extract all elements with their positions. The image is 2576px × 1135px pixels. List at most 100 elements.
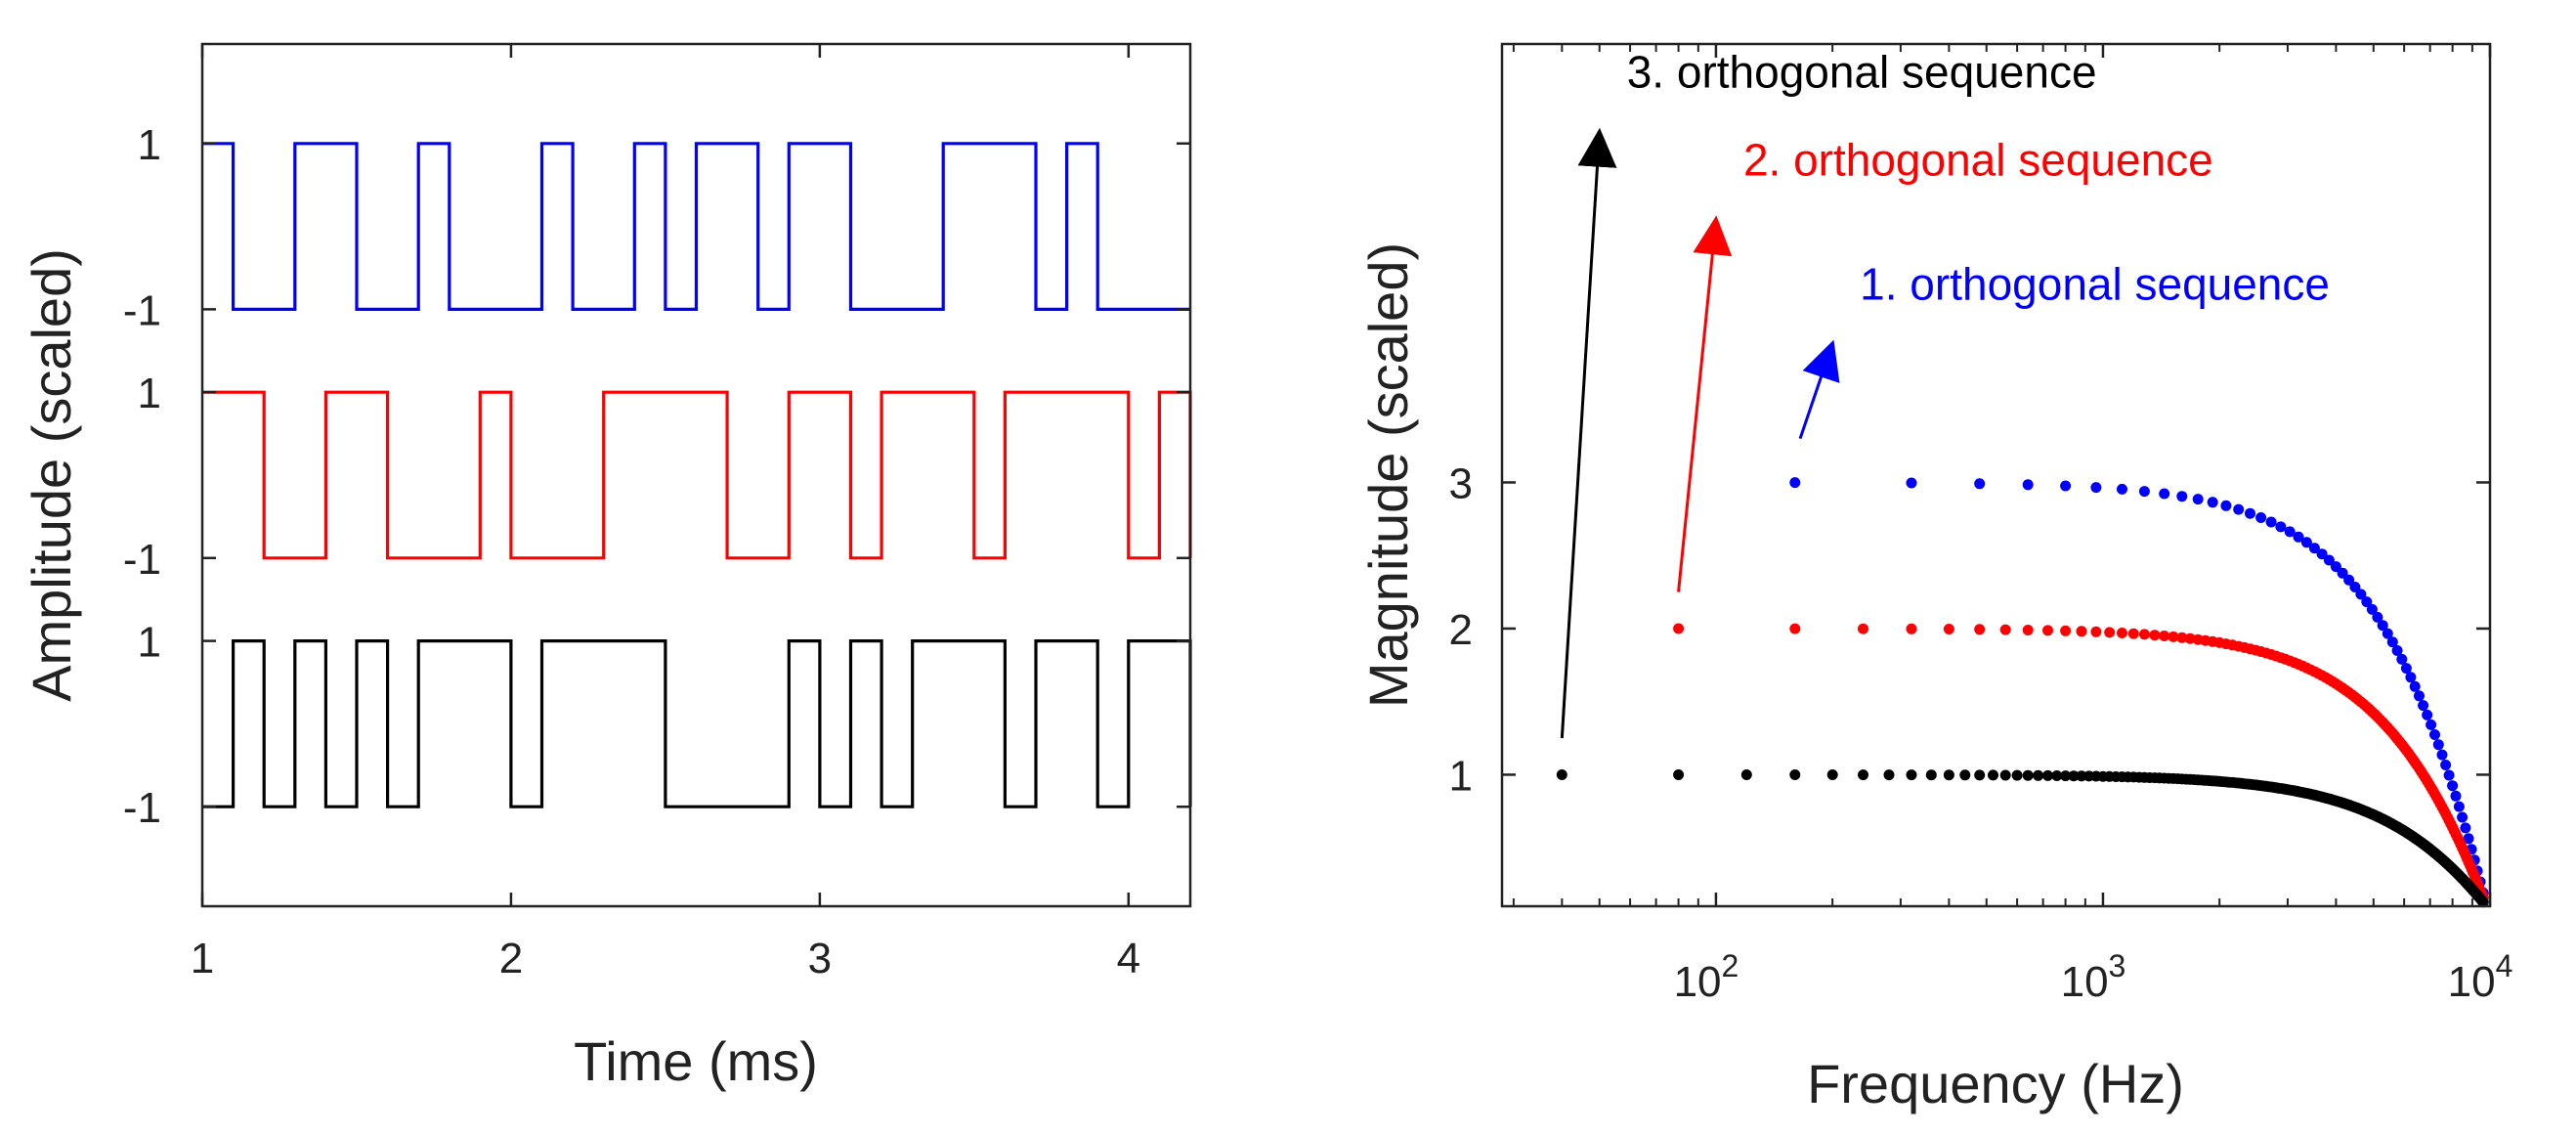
spectrum-point xyxy=(2477,896,2489,908)
waveform-sequence-1 xyxy=(202,142,1190,311)
spectrum-point xyxy=(2418,700,2429,712)
frequency-x-tick-label: 102 xyxy=(1674,948,1739,1006)
spectrum-point xyxy=(2076,770,2087,782)
spectrum-point xyxy=(2168,631,2179,642)
spectrum-point xyxy=(1673,769,1685,780)
time-x-ticks: 1 2 3 4 xyxy=(191,44,1140,982)
spectrum-point xyxy=(2366,603,2378,615)
spectrum-point xyxy=(2432,739,2444,751)
spectrum-point xyxy=(1789,477,1801,489)
spectrum-point xyxy=(2377,620,2388,632)
spectrum-sequence-3 xyxy=(1556,769,2489,908)
spectrum-point xyxy=(1974,478,1986,490)
frequency-y-tick-label: 2 xyxy=(1449,606,1473,654)
spectrum-point xyxy=(2300,537,2312,548)
spectrum-point xyxy=(1988,769,1998,781)
frequency-y-axis-label: Magnitude (scaled) xyxy=(1357,242,1419,708)
spectrum-point xyxy=(1974,769,1986,781)
spectrum-point xyxy=(2255,512,2267,523)
frequency-y-tick-label: 1 xyxy=(1449,752,1473,800)
spectrum-point xyxy=(2391,645,2403,656)
spectrum-point xyxy=(1740,769,1752,780)
annotation-label-3: 3. orthogonal sequence xyxy=(1627,47,2097,98)
spectrum-point xyxy=(2042,769,2053,781)
spectrum-point xyxy=(2343,574,2355,586)
frequency-plot-axes-box xyxy=(1500,42,2492,908)
time-y-tick-label: -1 xyxy=(123,286,161,334)
spectrum-point xyxy=(2284,526,2296,538)
spectrum-point xyxy=(1999,769,2011,781)
spectrum-point xyxy=(1858,769,1868,781)
spectrum-point xyxy=(2429,729,2440,740)
time-y-tick-label: 1 xyxy=(138,121,161,169)
time-y-tick-label: 1 xyxy=(138,619,161,667)
spectrum-point xyxy=(1925,769,1937,781)
spectrum-point xyxy=(2159,631,2170,641)
spectrum-point xyxy=(1673,623,1685,634)
annotation-arrow-2 xyxy=(1677,215,1733,592)
time-y-ticks: 1 -1 1 -1 1 -1 xyxy=(123,121,1190,832)
spectrum-point xyxy=(2159,488,2170,500)
frequency-y-tick-label: 3 xyxy=(1449,459,1473,507)
spectrum-point xyxy=(2426,719,2437,730)
frequency-x-axis-label: Frequency (Hz) xyxy=(1807,1053,2184,1114)
spectrum-point xyxy=(2460,822,2471,834)
time-series-group xyxy=(202,142,1192,808)
spectrum-point xyxy=(2443,769,2455,781)
spectrum-point xyxy=(1943,624,1954,634)
spectrum-point xyxy=(1906,769,1917,781)
waveform-sequence-3 xyxy=(202,639,1192,808)
time-x-axis-label: Time (ms) xyxy=(574,1030,818,1092)
spectrum-point xyxy=(2233,503,2245,515)
spectrum-point xyxy=(2422,709,2433,720)
spectrum-point xyxy=(2405,672,2417,683)
spectrum-point xyxy=(2060,770,2072,782)
spectrum-point xyxy=(2414,690,2425,702)
spectrum-point xyxy=(1974,624,1986,635)
spectrum-point xyxy=(2349,582,2361,592)
spectrum-point xyxy=(2138,629,2150,640)
spectrum-point xyxy=(2409,680,2421,692)
spectrum-point xyxy=(2051,770,2063,781)
time-x-tick-label: 4 xyxy=(1117,935,1140,982)
spectrum-point xyxy=(2400,663,2412,675)
spectrum-point xyxy=(2396,653,2408,665)
time-x-tick-label: 1 xyxy=(191,935,214,982)
frequency-series-group xyxy=(1556,477,2489,908)
spectrum-point xyxy=(2068,770,2080,782)
spectrum-point xyxy=(2176,632,2188,643)
spectrum-point xyxy=(1789,623,1801,634)
frequency-y-ticks: 1 2 3 xyxy=(1449,459,2490,800)
spectrum-point xyxy=(1858,623,1868,634)
spectrum-point xyxy=(1906,477,1917,489)
spectrum-point xyxy=(2117,483,2127,495)
waveform-sequence-2 xyxy=(202,390,1192,560)
spectrum-point xyxy=(1959,769,1971,781)
spectrum-point xyxy=(2337,567,2348,579)
spectrum-point xyxy=(2457,811,2469,823)
time-plot: 1 2 3 4 1 -1 1 -1 1 -1 Time (ms) Amplitude (scal… xyxy=(21,42,1192,1092)
spectrum-point xyxy=(2022,769,2034,781)
spectrum-point xyxy=(1943,769,1954,781)
spectrum-point xyxy=(2323,554,2335,566)
spectrum-point xyxy=(2060,480,2072,492)
frequency-x-tick-label: 103 xyxy=(2061,948,2126,1006)
time-x-tick-label: 3 xyxy=(808,935,832,982)
spectrum-point xyxy=(2033,769,2044,781)
spectrum-point xyxy=(1789,769,1801,780)
spectrum-point xyxy=(2060,625,2072,636)
spectrum-point xyxy=(2176,491,2188,502)
spectrum-point xyxy=(2275,521,2287,533)
time-y-tick-label: -1 xyxy=(123,784,161,832)
spectrum-point xyxy=(2022,479,2034,491)
spectrum-point xyxy=(1906,623,1917,634)
spectrum-point xyxy=(2104,627,2116,638)
spectrum-point xyxy=(2372,611,2383,623)
spectrum-point xyxy=(2382,628,2393,639)
spectrum-point xyxy=(2022,625,2034,635)
time-x-tick-label: 2 xyxy=(499,935,523,982)
annotation-arrow-3 xyxy=(1560,127,1617,739)
spectrum-point xyxy=(2149,630,2161,641)
spectrum-point xyxy=(2355,589,2367,600)
